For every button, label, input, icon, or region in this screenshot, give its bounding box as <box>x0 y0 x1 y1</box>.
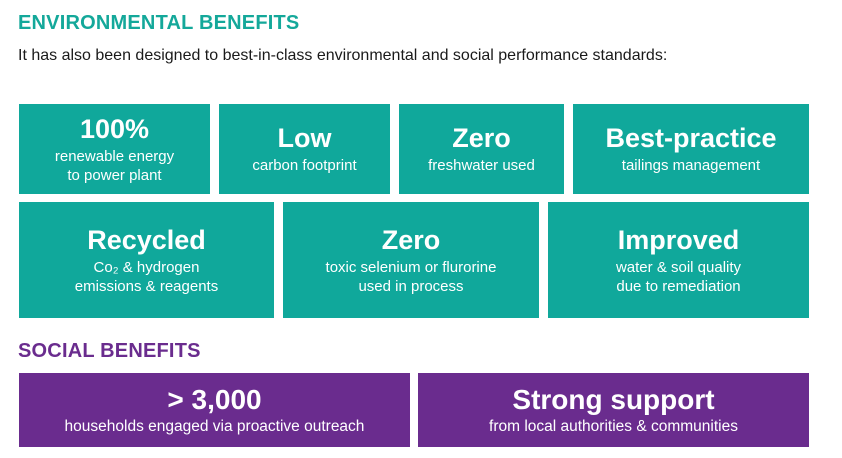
tile-description-line: households engaged via proactive outreac… <box>64 417 365 435</box>
env-tile-carbon-footprint: Low carbon footprint <box>219 104 390 194</box>
tile-headline: Strong support <box>512 383 715 415</box>
tile-headline: Zero <box>381 224 441 255</box>
env-tile-tailings-management: Best-practice tailings management <box>573 104 809 194</box>
env-tile-toxic-selenium: Zero toxic selenium or flurorine used in… <box>283 202 539 318</box>
env-tile-recycled-emissions: Recycled Co₂ & hydrogen emissions & reag… <box>19 202 274 318</box>
env-tile-renewable-energy: 100% renewable energy to power plant <box>19 104 210 194</box>
tile-description-line: emissions & reagents <box>74 277 219 295</box>
tile-description: households engaged via proactive outreac… <box>65 417 365 436</box>
env-tile-water-soil-quality: Improved water & soil quality due to rem… <box>548 202 809 318</box>
tile-headline: 100% <box>79 113 150 144</box>
tile-description: Co₂ & hydrogen emissions & reagents <box>75 258 218 296</box>
environmental-benefits-heading: ENVIRONMENTAL BENEFITS <box>18 12 300 34</box>
tile-description-line: to power plant <box>67 166 162 184</box>
social-tile-strong-support: Strong support from local authorities & … <box>418 373 809 447</box>
tile-description: carbon footprint <box>252 156 356 175</box>
tile-description: from local authorities & communities <box>489 417 738 436</box>
social-benefits-heading: SOCIAL BENEFITS <box>18 340 201 362</box>
tile-description-line: from local authorities & communities <box>489 417 738 435</box>
tile-description-line: renewable energy <box>54 147 175 165</box>
tile-description: toxic selenium or flurorine used in proc… <box>326 258 497 296</box>
tile-description-line: due to remediation <box>616 277 741 295</box>
environmental-intro-text: It has also been designed to best-in-cla… <box>18 47 668 64</box>
tile-headline: Improved <box>617 224 740 255</box>
tile-description: tailings management <box>622 156 760 175</box>
tile-description-line: toxic selenium or flurorine <box>325 258 497 276</box>
tile-description-line: carbon footprint <box>252 157 357 174</box>
tile-headline: Best-practice <box>605 123 777 153</box>
social-tile-households: > 3,000 households engaged via proactive… <box>19 373 410 447</box>
tile-description: renewable energy to power plant <box>55 147 174 185</box>
tile-headline: > 3,000 <box>167 383 262 415</box>
tile-headline: Zero <box>452 123 511 153</box>
tile-description: freshwater used <box>428 156 535 175</box>
tile-description-line: used in process <box>358 277 464 295</box>
tile-description-line: tailings management <box>621 157 761 174</box>
tile-description-line: Co₂ & hydrogen <box>93 258 200 276</box>
tile-headline: Recycled <box>87 224 206 255</box>
env-tile-freshwater: Zero freshwater used <box>399 104 564 194</box>
tile-description-line: water & soil quality <box>615 258 742 276</box>
tile-description: water & soil quality due to remediation <box>616 258 741 296</box>
tile-description-line: freshwater used <box>428 157 535 174</box>
tile-headline: Low <box>277 123 332 153</box>
